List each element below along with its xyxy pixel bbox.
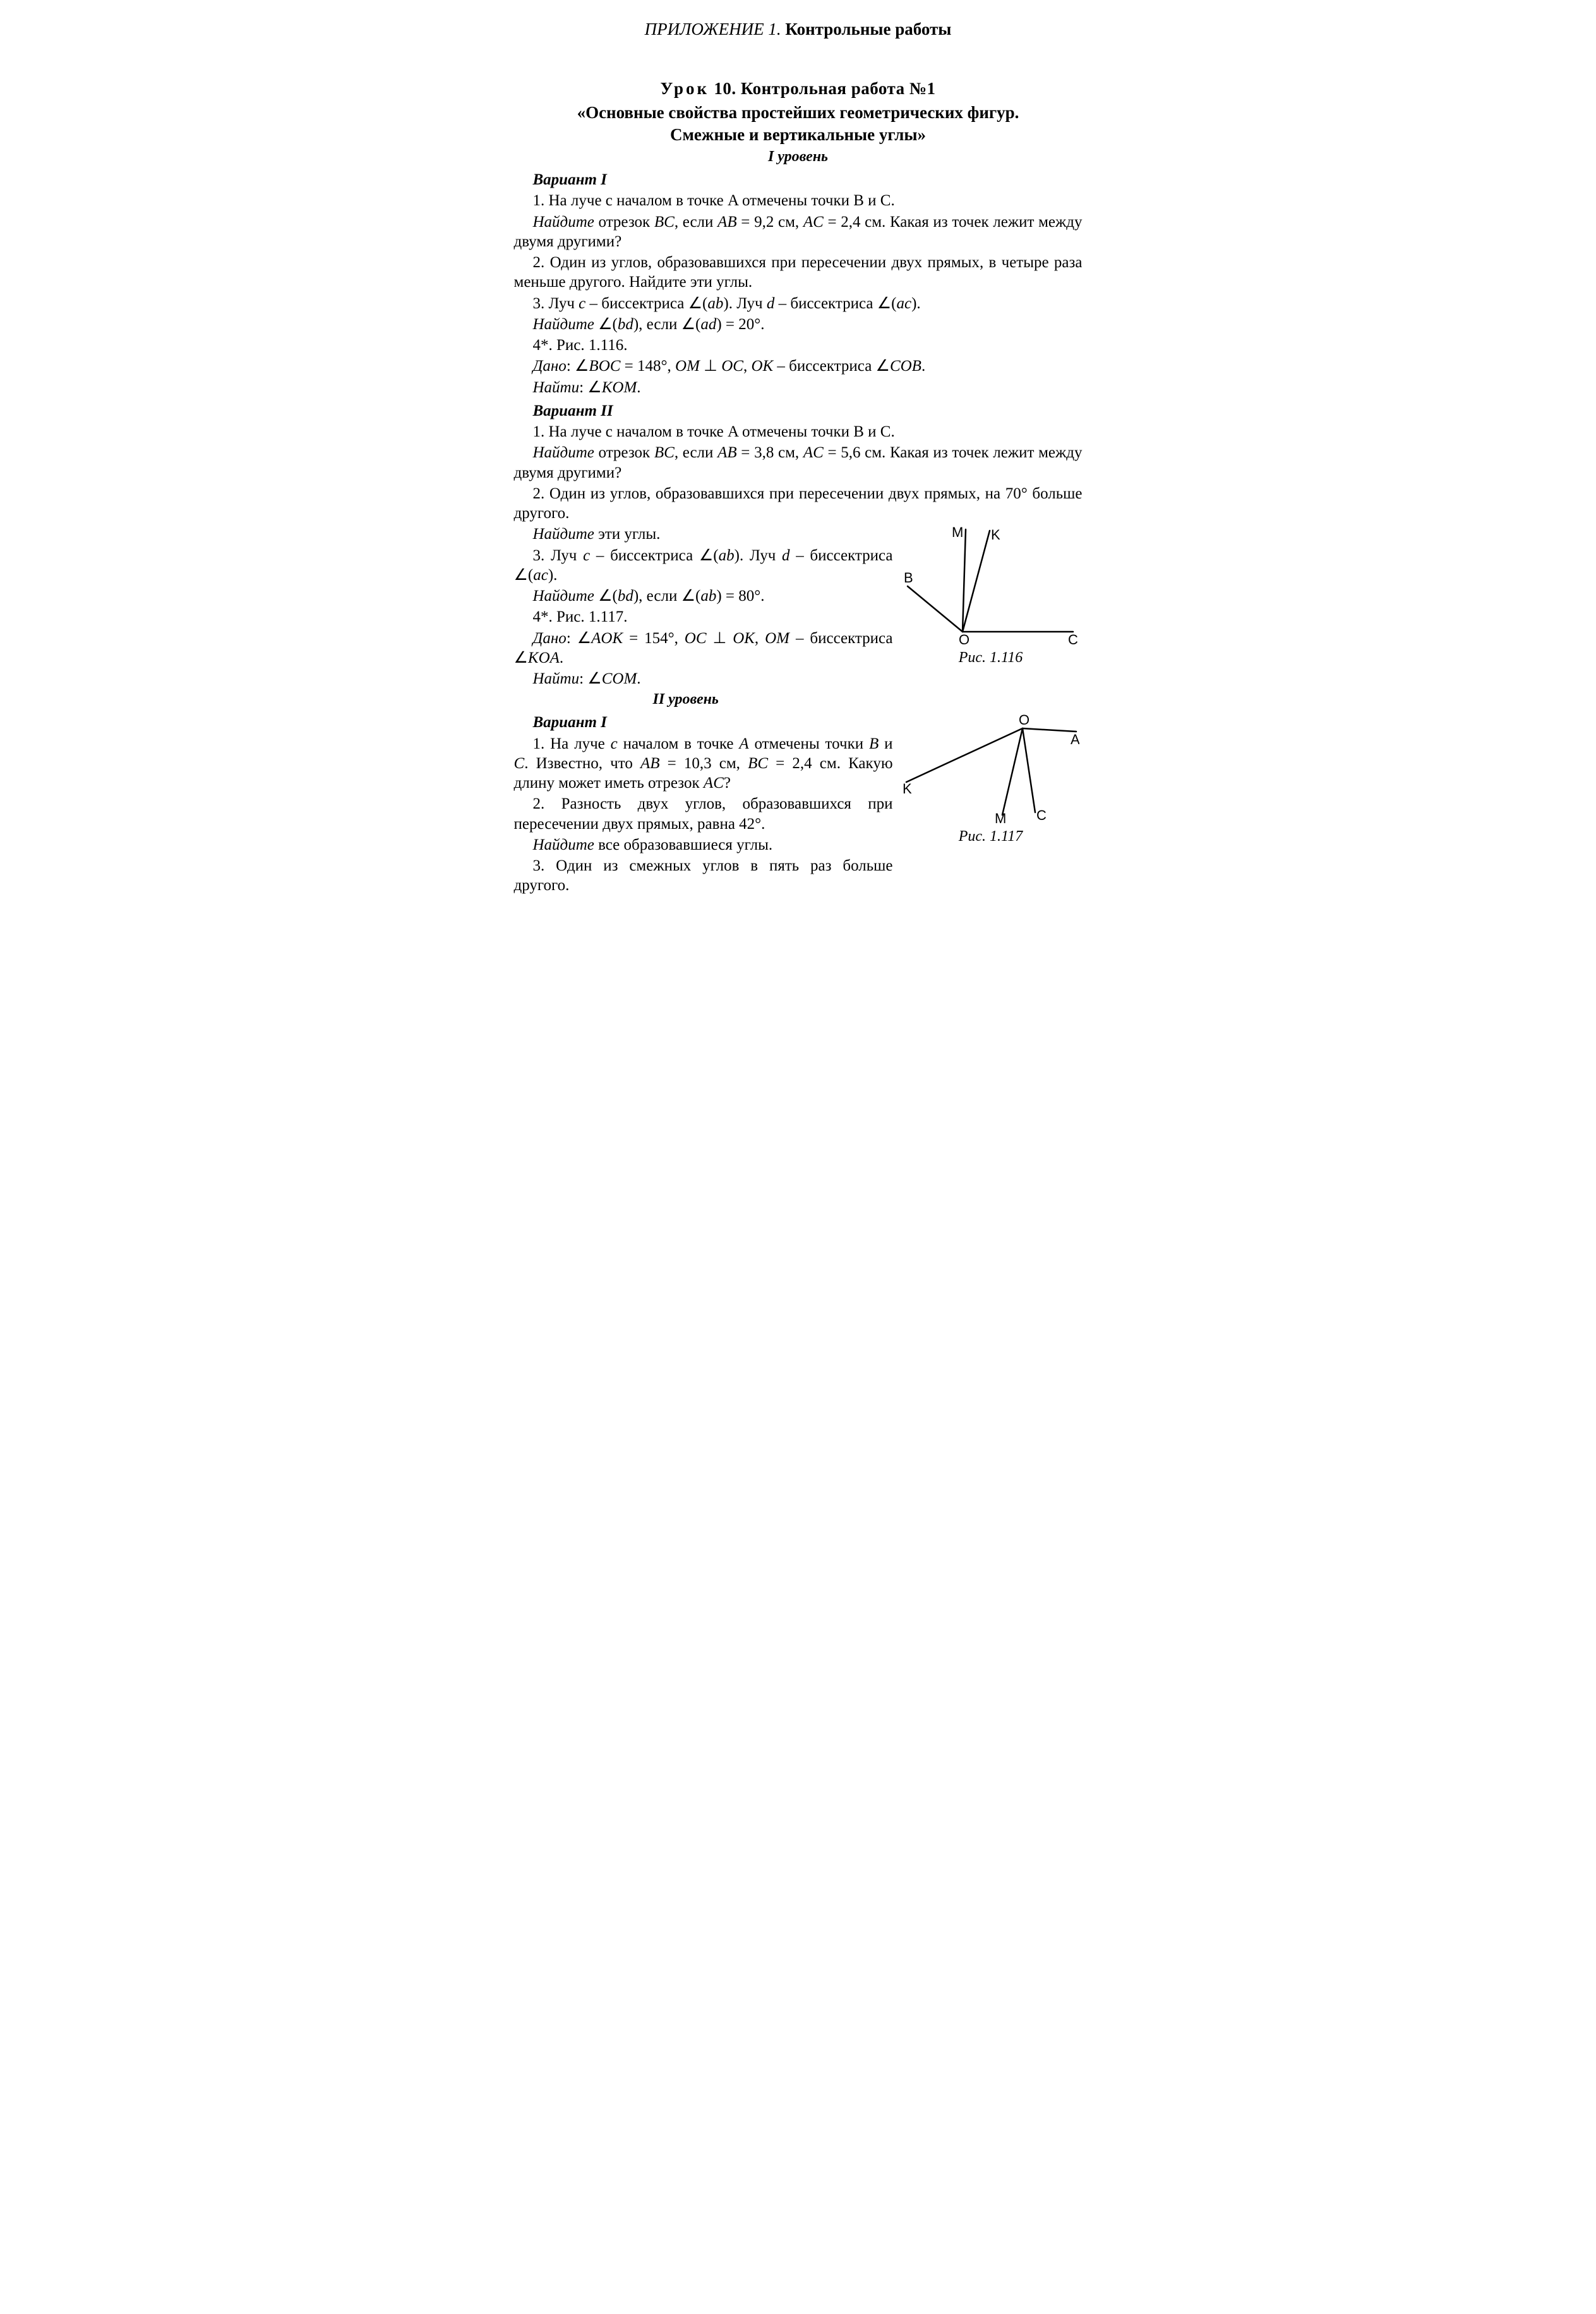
lesson-topic-line2: Смежные и вертикальные углы» <box>514 124 1083 146</box>
appendix-header: ПРИЛОЖЕНИЕ 1. Контрольные работы <box>514 19 1083 40</box>
v1-task1-b: Найдите отрезок BC, если AB = 9,2 см, AC… <box>514 212 1083 252</box>
lesson-number: 10. Контрольная работа №1 <box>714 79 935 98</box>
v1-task3-a: 3. Луч c – биссектриса ∠(ab). Луч d – би… <box>514 294 1083 313</box>
v2-task1-b: Найдите отрезок BC, если AB = 3,8 см, AC… <box>514 443 1083 483</box>
diagram-1-116-icon: C B M K O <box>903 524 1079 644</box>
diagram-1-117-icon: A K M C O <box>903 713 1079 823</box>
v1-task3-b: Найдите ∠(bd), если ∠(ad) = 20°. <box>514 315 1083 334</box>
lesson-topic-line1: «Основные свойства простейших геометриче… <box>514 102 1083 124</box>
v2-task4-b: Дано: ∠AOK = 154°, OC ⊥ OK, OM – биссект… <box>514 629 893 668</box>
v1-task1-a: 1. На луче с началом в точке A отмечены … <box>514 191 1083 210</box>
level-1-label: I уровень <box>514 147 1083 166</box>
svg-text:K: K <box>991 527 1000 543</box>
v2-task3-a: 3. Луч c – биссектриса ∠(ab). Луч d – би… <box>514 546 893 586</box>
block-with-fig116: C B M K O Рис. 1.116 Найдите эти углы. 3. Лу… <box>514 524 1083 689</box>
v2-task4-c: Найти: ∠COM. <box>514 669 893 689</box>
l2v1-task2-a: 2. Разность двух углов, образовавшихся п… <box>514 794 893 834</box>
l2v1-task3: 3. Один из смежных углов в пять раз боль… <box>514 856 893 896</box>
svg-text:O: O <box>959 632 969 644</box>
v2-task1-a: 1. На луче с началом в точке A отмечены … <box>514 422 1083 442</box>
appendix-title: Контрольные работы <box>785 20 951 39</box>
page: ПРИЛОЖЕНИЕ 1. Контрольные работы Урок 10… <box>489 0 1108 922</box>
appendix-label: ПРИЛОЖЕНИЕ 1. <box>645 20 781 39</box>
figure-1-117-caption: Рис. 1.117 <box>899 827 1083 846</box>
v1-task4-c: Найти: ∠KOM. <box>514 378 1083 397</box>
l2v1-task1: 1. На луче c началом в точке A отмечены … <box>514 734 893 793</box>
figure-1-116-caption: Рис. 1.116 <box>899 648 1083 667</box>
level-2-label: II уровень <box>653 690 1083 709</box>
level2-variant-1-label: Вариант I <box>533 713 893 732</box>
l2v1-task2-b: Найдите все образовавшиеся углы. <box>514 835 893 855</box>
figure-1-117: A K M C O Рис. 1.117 <box>899 713 1083 846</box>
svg-text:C: C <box>1068 632 1078 644</box>
v2-task2-b: Найдите эти углы. <box>514 524 893 544</box>
variant-2-label: Вариант II <box>533 401 1083 421</box>
v2-task3-b: Найдите ∠(bd), если ∠(ab) = 80°. <box>514 586 893 606</box>
v2-task4-a: 4*. Рис. 1.117. <box>514 607 893 627</box>
svg-text:C: C <box>1036 807 1047 823</box>
svg-text:M: M <box>995 811 1006 823</box>
svg-text:B: B <box>904 570 913 586</box>
v2-task2-a: 2. Один из углов, образовавшихся при пер… <box>514 484 1083 524</box>
figure-1-116: C B M K O Рис. 1.116 <box>899 524 1083 667</box>
v1-task4-a: 4*. Рис. 1.116. <box>514 335 1083 355</box>
block-with-fig117: A K M C O Рис. 1.117 Вариант I 1. На луче c … <box>514 713 1083 895</box>
v1-task4-b: Дано: ∠BOC = 148°, OM ⊥ OC, OK – биссект… <box>514 356 1083 376</box>
svg-text:M: M <box>952 524 963 540</box>
variant-1-label: Вариант I <box>533 170 1083 190</box>
lesson-title: Урок 10. Контрольная работа №1 <box>514 78 1083 100</box>
svg-text:O: O <box>1019 713 1029 728</box>
lesson-prefix: Урок <box>660 79 709 98</box>
svg-text:A: A <box>1071 732 1079 747</box>
v1-task2: 2. Один из углов, образовавшихся при пер… <box>514 253 1083 292</box>
svg-text:K: K <box>903 781 912 797</box>
